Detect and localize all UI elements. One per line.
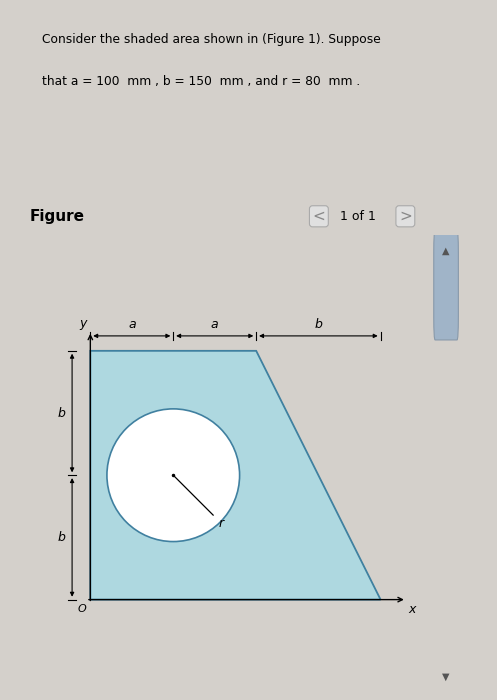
Text: a: a <box>128 318 136 331</box>
Text: Consider the shaded area shown in (Figure 1). Suppose: Consider the shaded area shown in (Figur… <box>42 33 381 46</box>
Text: b: b <box>315 318 323 331</box>
Text: 1 of 1: 1 of 1 <box>340 210 376 223</box>
Text: ▲: ▲ <box>442 246 450 256</box>
Text: b: b <box>58 531 66 544</box>
Text: y: y <box>80 316 87 330</box>
Text: a: a <box>211 318 219 331</box>
Text: O: O <box>78 604 86 614</box>
Text: >: > <box>399 209 412 224</box>
Text: b: b <box>58 407 66 419</box>
Circle shape <box>107 409 240 542</box>
Text: that a = 100  mm , b = 150  mm , and r = 80  mm .: that a = 100 mm , b = 150 mm , and r = 8… <box>42 76 360 88</box>
Text: Figure: Figure <box>29 209 84 224</box>
Polygon shape <box>90 351 381 600</box>
Text: x: x <box>408 603 415 616</box>
Text: r: r <box>218 517 223 530</box>
FancyBboxPatch shape <box>434 230 458 340</box>
Text: ▼: ▼ <box>442 671 450 682</box>
Text: <: < <box>313 209 325 224</box>
